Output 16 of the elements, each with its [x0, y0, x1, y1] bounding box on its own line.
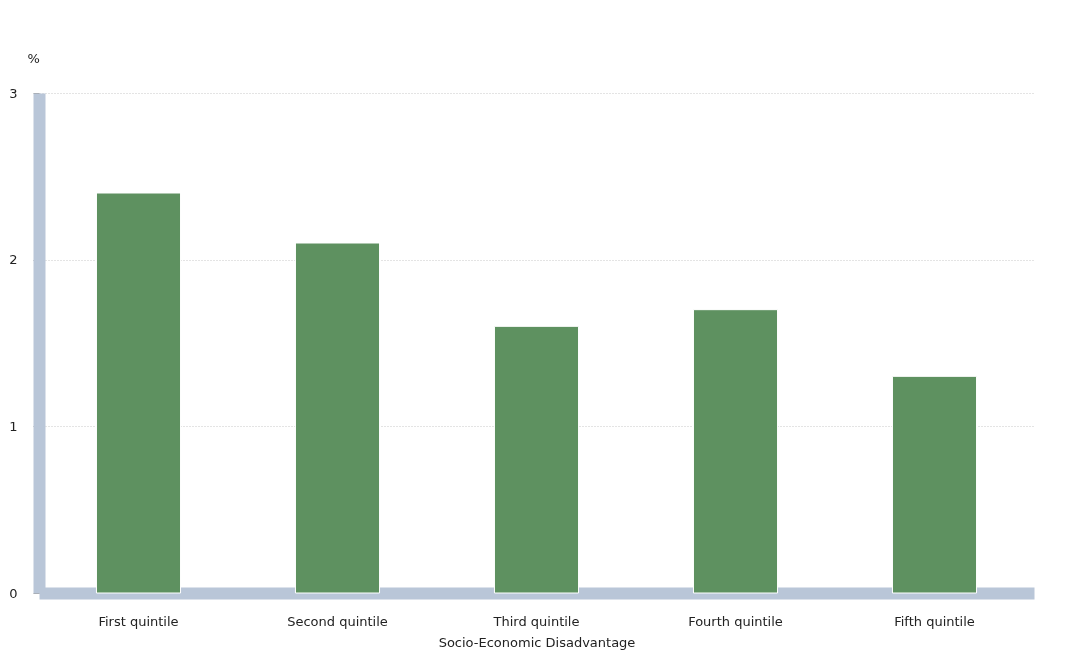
x-tick-label: Second quintile	[287, 613, 388, 629]
x-tick-label: Fifth quintile	[894, 613, 975, 629]
y-tick-label: 0	[9, 585, 18, 601]
bar	[95, 192, 182, 594]
y-axis-title: %	[27, 50, 40, 66]
bar	[891, 375, 978, 594]
x-tick-label: Third quintile	[492, 613, 580, 629]
y-tick-label: 2	[9, 252, 18, 268]
bar	[294, 242, 381, 594]
bar	[493, 325, 580, 594]
y-tick-label: 1	[9, 418, 18, 434]
x-tick-label: First quintile	[98, 613, 179, 629]
y-tick-label: 3	[9, 85, 18, 101]
x-tick-label: Fourth quintile	[688, 613, 783, 629]
x-axis-title: Socio-Economic Disadvantage	[438, 634, 636, 650]
bar	[692, 309, 779, 594]
